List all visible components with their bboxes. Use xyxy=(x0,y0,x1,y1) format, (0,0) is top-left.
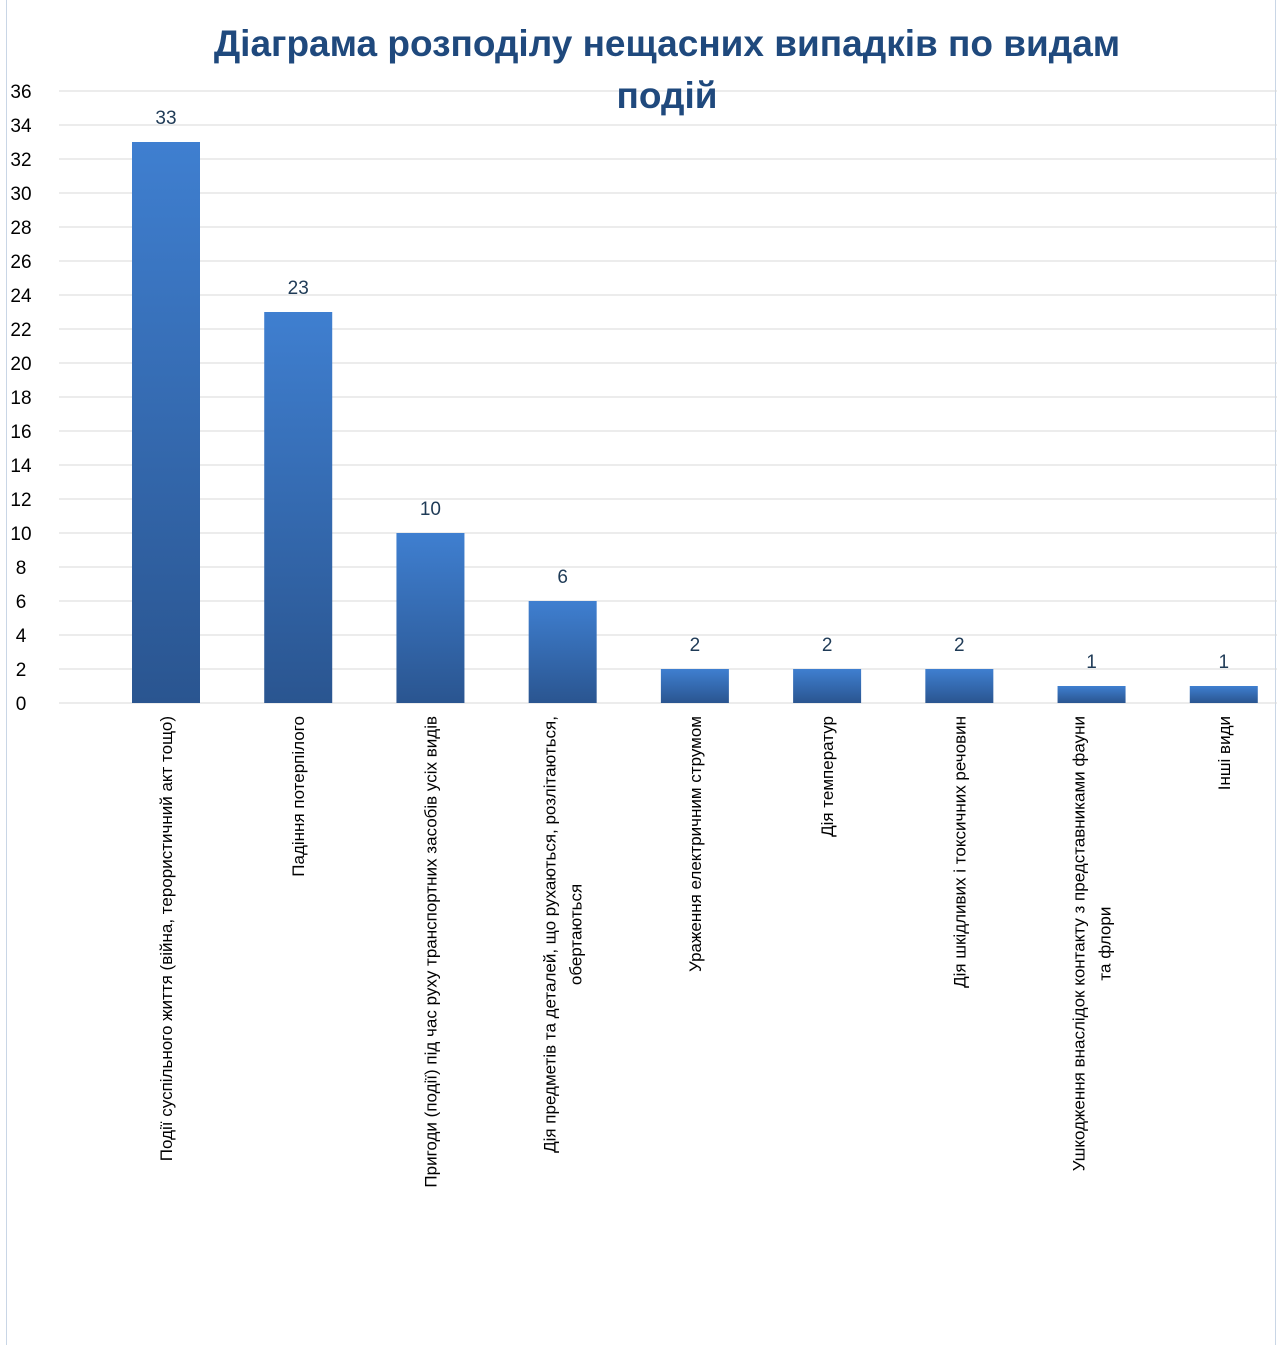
x-axis-label: Пригоди (події) під час руху транспортни… xyxy=(421,716,440,1188)
x-axis-label: Падіння потерпілого xyxy=(289,716,308,877)
data-label: 1 xyxy=(1218,652,1229,673)
y-tick-label: 12 xyxy=(10,490,31,511)
x-axis-label: Ушкодження внаслідок контакту з представ… xyxy=(1070,716,1115,1171)
y-tick-label: 0 xyxy=(16,694,27,715)
y-tick-label: 4 xyxy=(16,626,27,647)
y-tick-label: 10 xyxy=(10,524,31,545)
bar xyxy=(793,669,862,703)
y-tick-label: 22 xyxy=(10,320,31,341)
y-tick-label: 2 xyxy=(16,660,27,681)
bar xyxy=(528,601,597,703)
y-tick-label: 18 xyxy=(10,388,31,409)
y-tick-label: 20 xyxy=(10,354,31,375)
y-tick-label: 28 xyxy=(10,218,31,239)
data-label: 2 xyxy=(954,635,965,656)
data-label: 1 xyxy=(1086,652,1097,673)
bar xyxy=(396,533,465,703)
bar xyxy=(1189,686,1258,703)
bar xyxy=(660,669,729,703)
y-tick-label: 8 xyxy=(16,558,27,579)
data-label: 33 xyxy=(155,108,176,129)
data-labels: 33 23 10 6 2 2 2 1 1 xyxy=(155,108,1229,673)
chart-title: Діаграма розподілу нещасних випадків по … xyxy=(214,23,1120,116)
y-tick-label: 14 xyxy=(10,456,32,477)
chart-frame: 0 2 4 6 8 10 12 14 16 18 20 22 24 26 28 30 32 34 36 33 23 10… xyxy=(6,0,1277,1345)
x-axis-label: Події суспільного життя (війна, терорист… xyxy=(157,716,176,1161)
x-axis-label: Дія шкідливих і токсичних речовин xyxy=(950,716,969,988)
y-tick-label: 24 xyxy=(10,286,32,307)
x-axis-label: Дія температур xyxy=(818,716,837,837)
bar xyxy=(132,142,200,703)
y-tick-label: 34 xyxy=(10,116,32,137)
bar xyxy=(925,669,994,703)
y-tick-label: 36 xyxy=(10,82,31,103)
data-label: 2 xyxy=(690,635,701,656)
y-tick-label: 26 xyxy=(10,252,31,273)
data-label: 10 xyxy=(420,499,441,520)
y-tick-label: 30 xyxy=(10,184,31,205)
x-axis-label: Інші види xyxy=(1215,716,1234,790)
x-axis-label: Дія предметів та деталей, що рухаються, … xyxy=(541,716,586,1153)
y-tick-label: 16 xyxy=(10,422,31,443)
x-axis-label: Ураження електричним струмом xyxy=(686,716,705,972)
data-label: 23 xyxy=(288,278,309,299)
x-axis-labels: Події суспільного життя (війна, терорист… xyxy=(157,716,1234,1188)
data-label: 6 xyxy=(557,567,568,588)
y-tick-label: 6 xyxy=(16,592,27,613)
bars xyxy=(132,142,1258,703)
y-tick-label: 32 xyxy=(10,150,31,171)
gridlines xyxy=(59,90,1277,704)
data-label: 2 xyxy=(822,635,833,656)
bar xyxy=(264,312,333,703)
bar xyxy=(1057,686,1126,703)
